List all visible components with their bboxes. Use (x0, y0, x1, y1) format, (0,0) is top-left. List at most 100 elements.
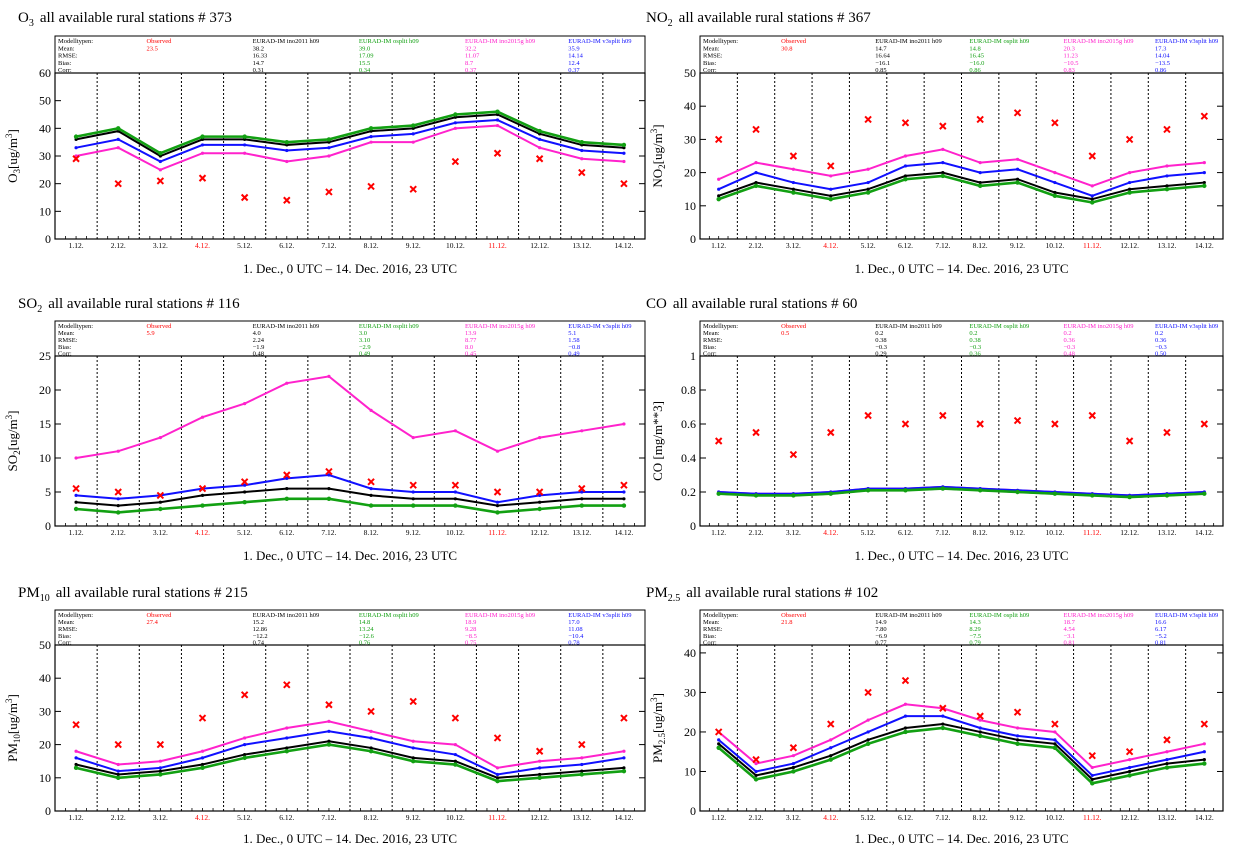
series-point (866, 167, 870, 171)
panel-pm25: PM2.5 all available rural stations # 102M… (646, 585, 1224, 845)
stats-value: 0.76 (359, 640, 371, 647)
series-point (368, 126, 374, 131)
series-point (327, 487, 331, 491)
date-label: 6.12. (279, 813, 294, 822)
stats-value: 0.83 (1063, 67, 1074, 74)
date-label: 14.12. (615, 241, 634, 250)
y-tick-label: 10 (39, 204, 51, 218)
series-point (74, 500, 78, 504)
observed-marker (198, 484, 207, 493)
series-point (829, 754, 833, 758)
y-axis-title: NO2[ug/m3] (649, 124, 667, 187)
series-point (978, 730, 982, 734)
observed-marker (283, 681, 291, 689)
observed-marker (827, 428, 835, 437)
series-osplit (716, 173, 1207, 205)
series-point (754, 180, 758, 185)
observed-marker (451, 481, 460, 489)
x-axis-title: 1. Dec., 0 UTC – 14. Dec. 2016, 23 UTC (854, 831, 1068, 845)
date-label: 13.12. (572, 241, 591, 250)
stats-value: 20.3 (1063, 45, 1074, 52)
date-label: 9.12. (1010, 813, 1025, 822)
date-label: 9.12. (1010, 241, 1025, 250)
series-point (495, 123, 500, 128)
stats-model-name: EURAD-IM osplit h09 (359, 612, 419, 619)
series-point (116, 775, 121, 780)
observed-marker (578, 168, 586, 177)
series-observed (72, 681, 628, 755)
series-point (1053, 190, 1057, 195)
series-point (791, 167, 795, 171)
date-label: 7.12. (935, 528, 950, 537)
series-point (622, 422, 626, 426)
date-label: 9.12. (406, 528, 421, 537)
panel-so2: SO2 all available rural stations # 116Mod… (4, 296, 646, 563)
series-point (368, 749, 374, 754)
observed-marker (198, 174, 207, 182)
date-label: 11.12. (488, 528, 507, 537)
stats-value: 0.48 (1063, 351, 1074, 358)
series-line (75, 110, 625, 155)
y-axis-unit-end: ] (650, 124, 665, 128)
series-point (285, 726, 289, 730)
observed-marker (864, 411, 872, 420)
series-point (327, 729, 331, 733)
observed-marker (864, 115, 872, 124)
date-label: 10.12. (446, 813, 465, 822)
observed-marker (901, 676, 910, 685)
series-point (158, 159, 162, 164)
stats-value: 0.38 (875, 337, 886, 344)
series-point (866, 730, 870, 734)
series-point (411, 490, 415, 494)
stats-value: 23.5 (146, 45, 157, 52)
stats-value: −10.4 (568, 633, 584, 640)
series-point (74, 456, 78, 460)
series-point (1127, 773, 1132, 778)
stats-value: 14.7 (875, 45, 887, 52)
date-label: 12.12. (1120, 241, 1139, 250)
stats-box (54, 320, 646, 358)
observed-marker (156, 177, 165, 185)
stats-value: 0.49 (568, 351, 579, 358)
series-point (326, 742, 332, 747)
stats-value: 2.24 (253, 337, 265, 344)
series-point (716, 745, 721, 750)
date-label: 4.12. (823, 528, 838, 537)
series-line (718, 148, 1205, 187)
series-point (158, 168, 162, 172)
series-point (716, 491, 721, 496)
series-point (1165, 164, 1169, 168)
observed-marker (789, 450, 798, 459)
observed-marker (1013, 416, 1022, 425)
title-description: all available rural stations # 116 (48, 296, 240, 312)
y-axis-superscript: 3 (649, 697, 659, 702)
series-point (829, 738, 833, 742)
series-line (75, 740, 625, 779)
stats-value: 21.8 (781, 619, 792, 626)
stats-value: 0.74 (253, 640, 265, 647)
date-label: 10.12. (1046, 528, 1065, 537)
series-point (903, 177, 908, 182)
series-point (977, 183, 983, 189)
series-point (580, 756, 584, 760)
observed-marker (1051, 420, 1059, 428)
series-point (453, 743, 457, 747)
series-point (1127, 494, 1132, 500)
date-label: 8.12. (973, 241, 988, 250)
y-tick-label: 50 (39, 638, 51, 652)
stats-value: 15.2 (253, 619, 264, 626)
date-label: 12.12. (530, 813, 549, 822)
observed-marker (72, 720, 80, 729)
stats-model-name: EURAD-IM v3split h09 (568, 323, 631, 330)
observed-marker (240, 193, 249, 202)
series-point (242, 500, 247, 505)
stats-value: 12.4 (568, 60, 580, 67)
series-line (718, 487, 1205, 499)
stats-model-name: EURAD-IM v3split h09 (1155, 323, 1218, 330)
stats-row-label: Bias: (703, 633, 717, 640)
stats-row-label: Corr: (703, 351, 717, 358)
series-point (1015, 489, 1020, 495)
y-tick-label: 20 (684, 166, 696, 180)
stats-value: 14.8 (969, 45, 980, 52)
date-label: 8.12. (973, 813, 988, 822)
